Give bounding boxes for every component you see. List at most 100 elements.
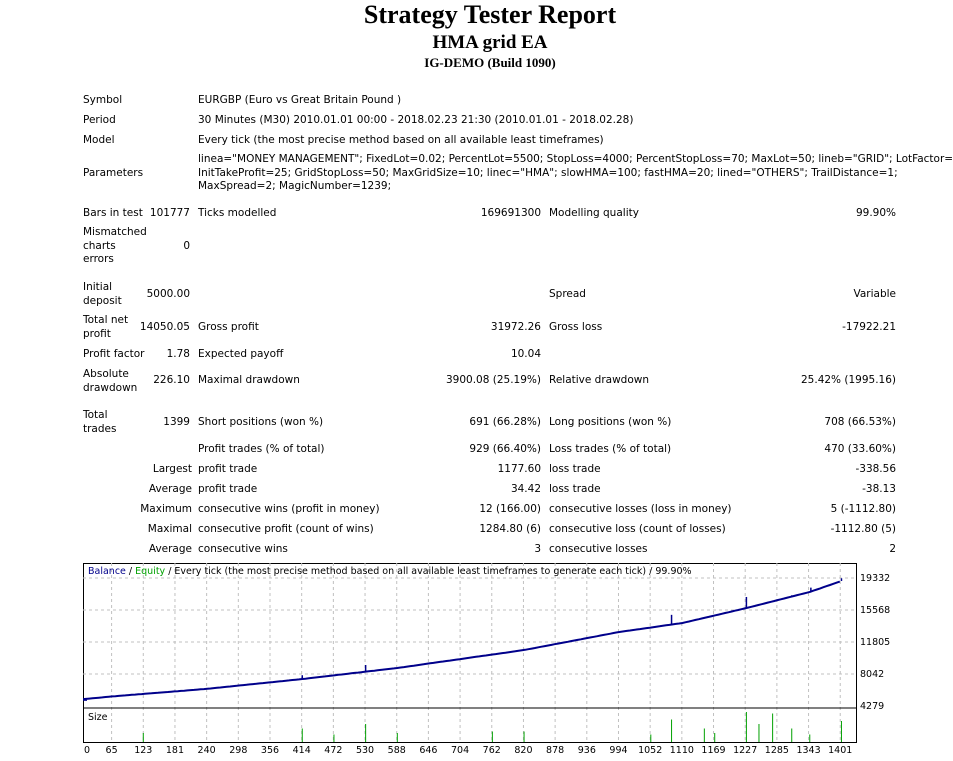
- row-label: consecutive loss (count of losses): [549, 523, 726, 535]
- y-tick-label: 8042: [860, 669, 885, 680]
- max-dd-label: Maximal drawdown: [198, 374, 300, 386]
- row-value: 1284.80 (6): [479, 523, 541, 535]
- row-qualifier: Average: [148, 543, 192, 555]
- long-value: 708 (66.53%): [824, 416, 896, 428]
- row-label: consecutive wins (profit in money): [198, 503, 380, 515]
- y-tick-label: 11805: [860, 637, 891, 648]
- row-value: 470 (33.60%): [824, 443, 896, 455]
- gross-loss-label: Gross loss: [549, 321, 603, 333]
- symbol-label: Symbol: [83, 94, 123, 106]
- row-value: 929 (66.40%): [469, 443, 541, 455]
- row-value: 1177.60: [497, 463, 541, 475]
- x-tick-label: 1343: [796, 745, 821, 756]
- legend-sep: /: [125, 566, 136, 577]
- trades-label: trades: [83, 422, 117, 435]
- row-label: loss trade: [549, 483, 601, 495]
- x-tick-label: 472: [324, 745, 343, 756]
- row-label: Loss trades (% of total): [549, 443, 672, 455]
- x-tick-label: 123: [134, 745, 153, 756]
- x-tick-label: 878: [546, 745, 565, 756]
- ticks-value: 169691300: [480, 207, 541, 219]
- x-tick-label: 994: [609, 745, 628, 756]
- x-tick-label: 646: [419, 745, 438, 756]
- x-tick-label: 704: [451, 745, 470, 756]
- quality-label: Modelling quality: [549, 207, 639, 219]
- spread-value: Variable: [853, 288, 896, 300]
- mismatch-label: errors: [83, 253, 114, 265]
- x-tick-label: 298: [229, 745, 248, 756]
- bars-value: 101777: [149, 207, 190, 219]
- parameters-value: linea="MONEY MANAGEMENT"; FixedLot=0.02;…: [198, 153, 953, 165]
- gross-profit-label: Gross profit: [198, 321, 259, 333]
- payoff-label: Expected payoff: [198, 348, 284, 360]
- balance-chart: [83, 563, 857, 743]
- period-label: Period: [83, 114, 116, 126]
- y-tick-label: 15568: [860, 605, 891, 616]
- x-tick-label: 65: [105, 745, 118, 756]
- max-dd-value: 3900.08 (25.19%): [446, 374, 541, 386]
- row-value: 2: [889, 543, 896, 555]
- abs-dd-value: 226.10: [153, 374, 190, 386]
- legend-balance: Balance: [88, 566, 126, 577]
- net-profit-label: Total net: [83, 314, 129, 326]
- row-label: consecutive wins: [198, 543, 288, 555]
- profit-factor-value: 1.78: [166, 348, 190, 360]
- deposit-label: deposit: [83, 294, 122, 307]
- row-label: consecutive losses: [549, 543, 648, 555]
- parameters-value: InitTakeProfit=25; GridStopLoss=50; MaxG…: [198, 166, 898, 179]
- trades-value: 1399: [163, 416, 190, 428]
- x-tick-label: 1110: [669, 745, 694, 756]
- x-tick-label: 1401: [828, 745, 853, 756]
- model-value: Every tick (the most precise method base…: [198, 134, 604, 146]
- balance-line: [83, 580, 841, 701]
- y-tick-label: 19332: [860, 573, 891, 584]
- spread-label: Spread: [549, 288, 586, 300]
- profit-factor-label: Profit factor: [83, 348, 145, 360]
- mismatch-value: 0: [183, 240, 190, 252]
- rel-dd-label: Relative drawdown: [549, 374, 650, 386]
- row-value: -338.56: [855, 463, 896, 475]
- row-qualifier: Average: [148, 483, 192, 495]
- parameters-label: Parameters: [83, 167, 144, 179]
- row-value: 34.42: [510, 483, 541, 495]
- mismatch-label: Mismatched: [83, 226, 147, 238]
- legend-equity: Equity: [135, 566, 166, 577]
- mismatch-label: charts: [83, 239, 116, 252]
- row-label: consecutive profit (count of wins): [198, 523, 374, 535]
- chart-legend: Balance / Equity / Every tick (the most …: [88, 566, 692, 577]
- x-tick-label: 820: [514, 745, 533, 756]
- x-tick-label: 1227: [733, 745, 758, 756]
- x-tick-label: 762: [482, 745, 501, 756]
- x-tick-label: 1285: [764, 745, 789, 756]
- x-tick-label: 356: [260, 745, 280, 756]
- row-label: loss trade: [549, 463, 601, 475]
- server-name: IG-DEMO (Build 1090): [424, 55, 556, 70]
- row-value: 5 (-1112.80): [830, 503, 896, 515]
- x-tick-label: 588: [387, 745, 406, 756]
- gross-profit-value: 31972.26: [490, 321, 541, 333]
- deposit-value: 5000.00: [146, 288, 190, 300]
- row-value: -38.13: [862, 483, 896, 495]
- legend-description: / Every tick (the most precise method ba…: [165, 566, 692, 577]
- row-qualifier: Maximum: [140, 503, 192, 515]
- x-tick-label: 181: [165, 745, 185, 756]
- rel-dd-value: 25.42% (1995.16): [801, 374, 896, 386]
- size-label: Size: [88, 712, 108, 723]
- bars-label: Bars in test: [83, 207, 143, 219]
- gross-loss-value: -17922.21: [842, 321, 896, 333]
- row-label: consecutive losses (loss in money): [549, 503, 732, 515]
- row-value: 3: [534, 543, 541, 555]
- x-tick-label: 240: [197, 745, 216, 756]
- net-profit-label: profit: [83, 327, 111, 340]
- x-tick-label: 1169: [701, 745, 726, 756]
- x-tick-label: 414: [292, 745, 311, 756]
- row-qualifier: Maximal: [147, 523, 192, 535]
- abs-dd-label: Absolute: [83, 368, 129, 380]
- quality-value: 99.90%: [855, 207, 896, 219]
- trades-label: Total: [83, 409, 108, 421]
- y-tick-label: 4279: [860, 701, 885, 712]
- x-tick-label: 1052: [638, 745, 663, 756]
- ea-name: HMA grid EA: [432, 32, 548, 53]
- abs-dd-label: drawdown: [83, 381, 138, 394]
- row-value: -1112.80 (5): [830, 523, 896, 535]
